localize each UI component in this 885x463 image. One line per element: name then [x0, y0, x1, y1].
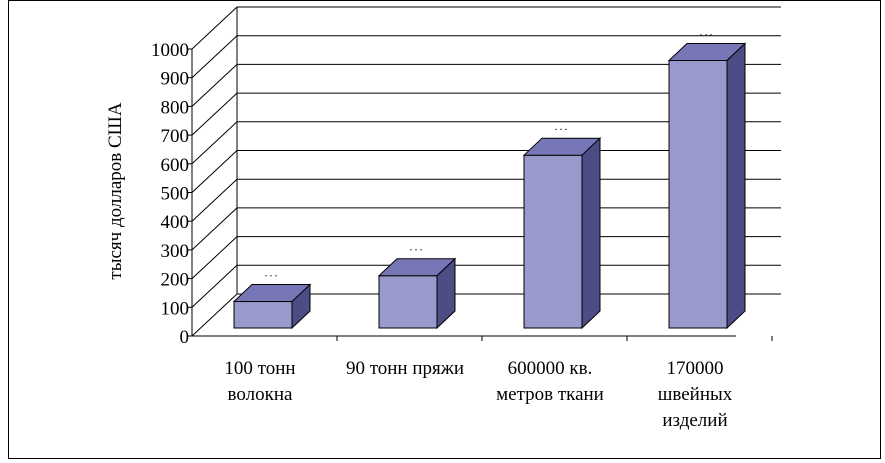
category-label-4-line-1: 170000 — [667, 358, 724, 379]
bar-side-3 — [581, 137, 601, 330]
bar-layer — [232, 42, 747, 330]
category-label-1-line-2: волокна — [228, 384, 293, 405]
bar-side-2 — [436, 257, 456, 330]
bar-front-1 — [233, 301, 293, 329]
data-label-1: ... — [265, 266, 280, 280]
y-tick-label-800: 800 — [161, 97, 190, 118]
label-layer: ... 100 тонн волокна... 90 тонн пряжи... 600… — [224, 24, 732, 431]
y-tick-label-400: 400 — [161, 212, 190, 233]
category-label-2-line-1: 90 тонн пряжи — [346, 358, 464, 379]
gridline-side-600 — [191, 121, 238, 165]
bar-front-4 — [668, 59, 728, 329]
y-tick-label-0: 0 — [180, 327, 190, 348]
gridline-side-500 — [191, 150, 238, 193]
gridline-side-400 — [191, 178, 238, 222]
category-label-3-line-1: 600000 кв. — [508, 358, 593, 379]
y-axis-title: тысяч долларов США — [105, 102, 126, 279]
gridline-side-200 — [191, 236, 238, 279]
y-tick-label-200: 200 — [161, 270, 190, 291]
y-tick-label-300: 300 — [161, 241, 190, 262]
data-label-4: ... — [700, 24, 715, 38]
y-tick-label-500: 500 — [161, 184, 190, 205]
y-tick-label-600: 600 — [161, 155, 190, 176]
y-tick-label-700: 700 — [161, 126, 190, 147]
gridline-side-900 — [191, 35, 238, 79]
bar-front-2 — [378, 275, 438, 329]
gridline-side-700 — [191, 92, 238, 136]
bar-side-4 — [726, 42, 746, 330]
axis-layer: 0 100 200 300 400 500 600 700 800 900 1000 — [151, 40, 773, 348]
bar-chart: 0 100 200 300 400 500 600 700 800 900 1000 ... 100 … — [105, 6, 781, 431]
gridline-side-300 — [191, 207, 238, 251]
data-label-2: ... — [410, 240, 425, 254]
category-label-4-line-3: изделий — [662, 410, 727, 431]
y-tick-label-1000: 1000 — [151, 40, 189, 61]
category-label-4-line-2: швейных — [658, 384, 733, 405]
bar-side-1 — [291, 283, 311, 330]
gridline-side-100 — [191, 264, 238, 308]
y-tick-label-900: 900 — [161, 69, 190, 90]
y-tick-label-100: 100 — [161, 298, 190, 319]
category-label-1-line-1: 100 тонн — [224, 358, 295, 379]
chart-frame: 0 100 200 300 400 500 600 700 800 900 1000 ... 100 … — [8, 0, 881, 459]
bar-front-3 — [523, 154, 583, 329]
data-label-3: ... — [555, 119, 570, 133]
category-label-3-line-2: метров ткани — [496, 384, 604, 405]
gridline-side-800 — [191, 64, 238, 107]
gridline-side-1000 — [191, 6, 238, 50]
gridline-side-0 — [191, 293, 238, 337]
